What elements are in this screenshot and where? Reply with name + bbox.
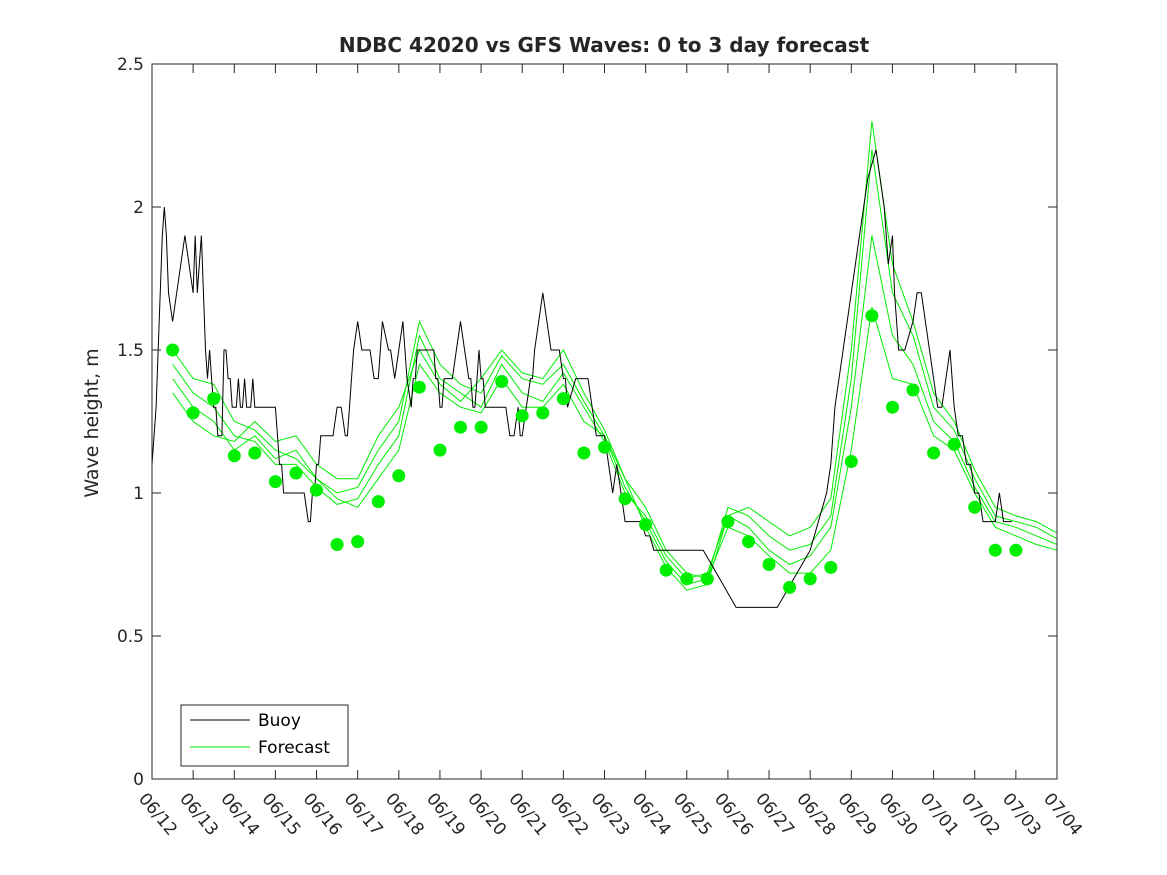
x-tick-label: 06/29: [833, 789, 880, 839]
x-tick-label: 06/26: [710, 789, 757, 839]
forecast-marker: [824, 560, 838, 574]
forecast-marker: [906, 383, 920, 397]
y-tick-label: 2.5: [117, 55, 144, 75]
x-tick-label: 06/25: [669, 789, 716, 839]
forecast-marker: [865, 309, 879, 323]
x-tick-label: 06/23: [587, 789, 634, 839]
forecast-run-line-4: [172, 121, 1058, 591]
x-tick-label: 06/17: [340, 789, 387, 839]
x-tick-label: 06/20: [463, 789, 510, 839]
x-tick-label: 06/24: [628, 789, 675, 839]
y-tick-label: 0: [133, 770, 144, 790]
forecast-marker: [968, 500, 982, 514]
forecast-marker: [412, 380, 426, 394]
forecast-marker: [988, 543, 1002, 557]
legend-box: [180, 704, 349, 767]
forecast-marker: [577, 446, 591, 460]
x-tick-label: 06/16: [299, 789, 346, 839]
forecast-marker: [947, 437, 961, 451]
x-tick-label: 06/21: [504, 789, 551, 839]
y-axis-label: Wave height, m: [81, 348, 103, 497]
forecast-marker: [598, 440, 611, 454]
forecast-marker: [207, 392, 221, 406]
forecast-marker: [371, 495, 385, 509]
forecast-marker: [268, 475, 282, 489]
legend-label-buoy: Buoy: [258, 711, 301, 731]
legend-label-forecast: Forecast: [258, 738, 330, 758]
x-tick-label: 06/13: [175, 789, 222, 839]
forecast-marker: [351, 535, 365, 549]
forecast-marker: [680, 572, 694, 586]
forecast-marker: [310, 483, 323, 497]
axes-frame: [151, 63, 1058, 780]
x-tick-label: 06/19: [422, 789, 469, 839]
buoy-series-line: [151, 149, 1012, 608]
forecast-marker: [330, 538, 344, 551]
forecast-marker: [536, 406, 550, 420]
x-tick-label: 06/27: [751, 789, 798, 839]
chart-title: NDBC 42020 vs GFS Waves: 0 to 3 day fore…: [339, 33, 870, 57]
forecast-marker: [186, 406, 200, 420]
x-tick-label: 07/02: [957, 789, 1004, 839]
forecast-run-line-2: [172, 235, 1058, 580]
forecast-marker: [721, 515, 735, 529]
forecast-marker: [927, 446, 941, 460]
y-tick-label: 2: [133, 198, 144, 218]
x-tick-label: 07/03: [998, 789, 1045, 839]
x-tick-label: 06/18: [381, 789, 428, 839]
forecast-marker: [495, 375, 509, 388]
forecast-marker: [742, 535, 755, 549]
forecast-marker: [700, 572, 714, 586]
forecast-marker: [227, 449, 241, 463]
forecast-marker: [392, 469, 406, 483]
forecast-marker: [639, 518, 653, 531]
forecast-marker: [474, 420, 488, 434]
forecast-marker: [659, 563, 673, 577]
x-tick-label: 06/15: [258, 789, 305, 839]
forecast-marker: [166, 343, 180, 357]
y-tick-label: 1.5: [117, 341, 144, 361]
x-tick-label: 06/30: [875, 789, 922, 839]
x-tick-label: 06/28: [792, 789, 839, 839]
forecast-marker: [844, 455, 858, 468]
forecast-marker: [556, 392, 570, 406]
x-tick-label: 06/12: [134, 789, 181, 839]
y-tick-label: 0.5: [117, 627, 144, 647]
forecast-marker: [433, 443, 447, 457]
forecast-marker: [454, 420, 467, 434]
x-tick-label: 07/04: [1039, 789, 1086, 839]
forecast-marker: [886, 400, 899, 414]
forecast-marker: [289, 466, 303, 480]
x-tick-label: 06/22: [546, 789, 593, 839]
forecast-marker: [803, 572, 817, 586]
forecast-marker: [248, 446, 262, 460]
y-tick-label: 1: [133, 484, 144, 504]
forecast-marker: [1009, 543, 1023, 557]
forecast-run-line-1: [172, 306, 1058, 580]
x-tick-label: 06/14: [216, 789, 263, 839]
forecast-run-line-3: [172, 149, 1058, 586]
forecast-marker: [762, 558, 776, 571]
plot-data: [151, 121, 1058, 608]
forecast-marker: [618, 492, 632, 506]
forecast-marker: [515, 409, 529, 423]
forecast-marker: [783, 580, 797, 594]
x-tick-label: 07/01: [916, 789, 963, 839]
legend: Buoy Forecast: [180, 704, 349, 767]
